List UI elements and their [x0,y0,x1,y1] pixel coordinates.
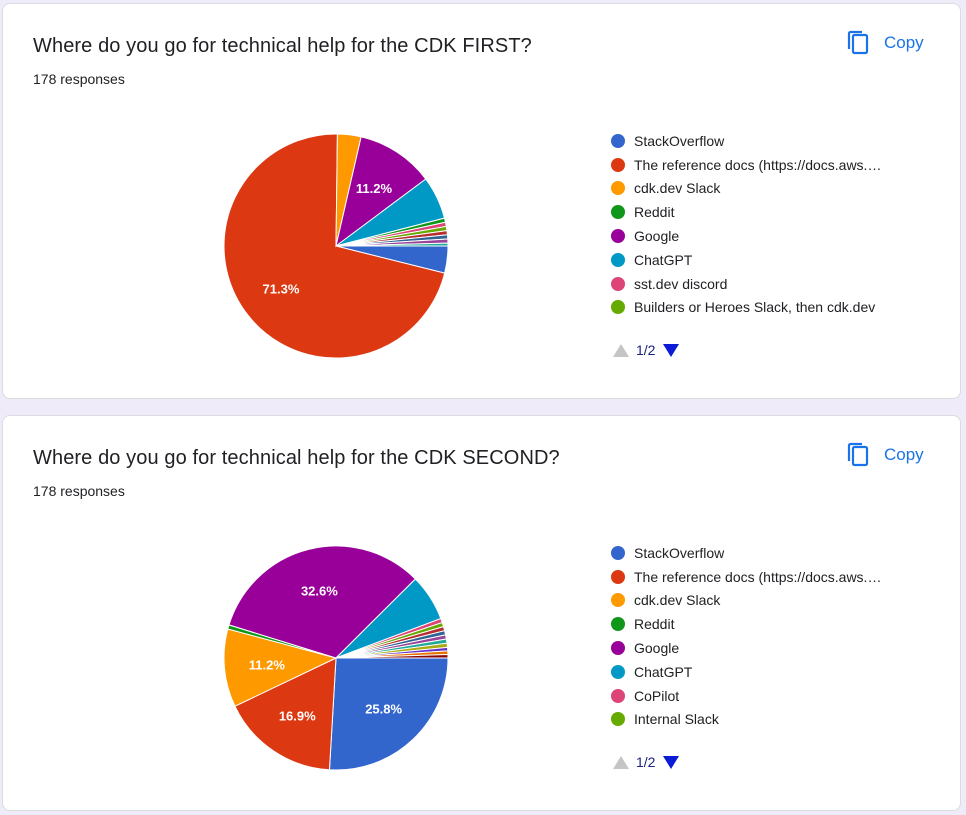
legend-item: CoPilot [611,684,931,708]
slice-data-label: 16.9% [279,709,316,724]
pager-prev-icon[interactable] [613,755,629,769]
legend-swatch [611,617,625,632]
legend-label: Builders or Heroes Slack, then cdk.dev [634,299,876,316]
legend-item: ChatGPT [611,248,931,272]
legend-label: Google [634,228,680,245]
copy-icon [847,442,869,467]
copy-chart-button[interactable]: Copy [846,28,924,58]
legend-label: Google [634,640,680,657]
pie-slice[interactable] [234,657,337,771]
question-title: Where do you go for technical help for t… [33,447,560,469]
legend-label: ChatGPT [634,251,693,268]
legend-swatch [611,569,625,584]
question-card-second: Where do you go for technical help for t… [2,415,961,811]
pie-slice[interactable] [335,242,449,247]
legend-item: cdk.dev Slack [611,177,931,201]
legend-item: Reddit [611,200,931,224]
legend-item: Google [611,636,931,660]
legend-item: The reference docs (https://docs.aws.… [611,153,931,177]
legend-label: CoPilot [634,687,680,704]
legend-swatch [611,252,625,267]
legend-label: ChatGPT [634,663,693,680]
legend-item: Internal Slack [611,708,931,732]
legend-swatch [611,593,625,608]
legend-swatch [611,229,625,244]
legend-swatch [611,664,625,679]
legend-item: Builders or Heroes Slack, then cdk.dev [611,296,931,320]
legend-swatch [611,205,625,220]
legend-item: cdk.dev Slack [611,589,931,613]
pie-chart-second: 25.8% 16.9% 11.2% 32.6% [223,545,449,771]
legend-label: Reddit [634,616,675,633]
legend-item: Reddit [611,612,931,636]
legend-item: The reference docs (https://docs.aws.… [611,565,931,589]
copy-chart-button[interactable]: Copy [846,440,924,470]
copy-label: Copy [884,445,924,464]
legend-swatch [611,157,625,172]
legend-swatch [611,641,625,656]
pager-prev-icon[interactable] [613,343,629,357]
legend-item: StackOverflow [611,129,931,153]
slice-data-label: 32.6% [301,584,338,599]
legend-label: cdk.dev Slack [634,180,721,197]
pie-slice[interactable] [328,657,449,771]
pie-slice[interactable] [223,133,446,359]
response-count: 178 responses [33,483,125,499]
pie-slice[interactable] [335,136,427,248]
pager-next-icon[interactable] [663,343,680,357]
legend: StackOverflow The reference docs (https:/… [611,541,931,731]
legend-item: ChatGPT [611,660,931,684]
pager-text: 1/2 [636,754,656,770]
legend-label: The reference docs (https://docs.aws.… [634,156,882,173]
pager-text: 1/2 [636,342,656,358]
copy-icon [847,30,869,55]
legend-label: StackOverflow [634,544,725,561]
pager-next-icon[interactable] [663,755,680,769]
pie-slice[interactable] [228,545,417,659]
pie-chart-first: 71.3% 11.2% [223,133,449,359]
slice-data-label: 11.2% [356,181,393,196]
legend-label: StackOverflow [634,132,725,149]
slice-data-label: 71.3% [263,281,300,296]
response-count: 178 responses [33,71,125,87]
legend-item: Google [611,224,931,248]
legend-swatch [611,181,625,196]
pie-slice[interactable] [335,653,449,659]
question-card-first: Where do you go for technical help for t… [2,3,961,399]
legend-label: Reddit [634,204,675,221]
slice-data-label: 25.8% [365,702,402,717]
pie-slice[interactable] [223,628,338,707]
legend-item: StackOverflow [611,541,931,565]
question-title: Where do you go for technical help for t… [33,35,532,57]
copy-label: Copy [884,33,924,52]
legend-label: The reference docs (https://docs.aws.… [634,568,882,585]
legend-label: sst.dev discord [634,275,728,292]
legend-pager: 1/2 [613,752,680,772]
legend-swatch [611,688,625,703]
legend-swatch [611,712,625,727]
legend-swatch [611,300,625,315]
legend-swatch [611,133,625,148]
legend: StackOverflow The reference docs (https:/… [611,129,931,319]
legend-pager: 1/2 [613,340,680,360]
slice-data-label: 11.2% [249,657,286,672]
legend-label: cdk.dev Slack [634,592,721,609]
legend-swatch [611,545,625,560]
legend-item: sst.dev discord [611,272,931,296]
legend-swatch [611,276,625,291]
legend-label: Internal Slack [634,711,719,728]
